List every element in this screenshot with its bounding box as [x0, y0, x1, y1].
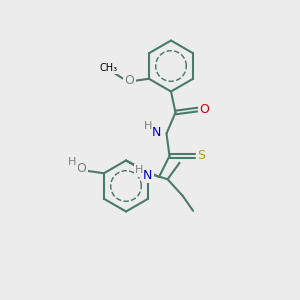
Text: H: H	[144, 121, 152, 131]
Text: S: S	[198, 149, 206, 162]
Text: N: N	[151, 125, 161, 139]
Text: O: O	[76, 162, 86, 175]
Text: H: H	[135, 165, 143, 176]
Text: O: O	[199, 103, 209, 116]
Text: N: N	[143, 169, 152, 182]
Text: CH₃: CH₃	[99, 63, 118, 73]
Text: O: O	[124, 74, 134, 87]
Text: H: H	[68, 157, 76, 167]
